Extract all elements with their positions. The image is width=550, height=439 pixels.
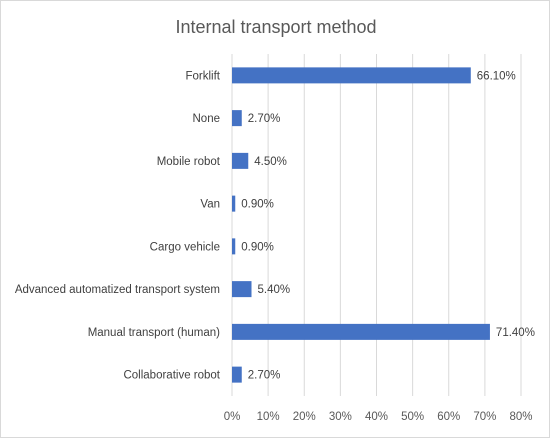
x-tick-label: 70% bbox=[473, 411, 496, 423]
data-label: 0.90% bbox=[241, 199, 274, 211]
data-label: 0.90% bbox=[241, 241, 274, 253]
bar bbox=[232, 323, 490, 340]
category-label: Collaborative robot bbox=[123, 370, 220, 382]
category-label: Van bbox=[200, 199, 220, 211]
bar bbox=[232, 110, 242, 127]
data-label: 66.10% bbox=[477, 70, 516, 82]
x-tick-label: 20% bbox=[293, 411, 316, 423]
bar bbox=[232, 195, 236, 212]
x-tick-label: 10% bbox=[257, 411, 280, 423]
category-label: Mobile robot bbox=[157, 156, 221, 168]
bar bbox=[232, 152, 249, 169]
x-tick-label: 80% bbox=[509, 411, 532, 423]
bar bbox=[232, 67, 471, 84]
chart-title: Internal transport method bbox=[175, 17, 376, 37]
x-tick-label: 60% bbox=[437, 411, 460, 423]
category-label: None bbox=[193, 113, 221, 125]
data-label: 2.70% bbox=[248, 113, 281, 125]
data-label: 4.50% bbox=[254, 156, 287, 168]
data-label: 2.70% bbox=[248, 370, 281, 382]
x-tick-label: 30% bbox=[329, 411, 352, 423]
data-label: 71.40% bbox=[496, 327, 535, 339]
bars bbox=[232, 67, 490, 383]
x-tick-label: 40% bbox=[365, 411, 388, 423]
bar bbox=[232, 281, 252, 298]
category-label: Advanced automatized transport system bbox=[15, 284, 220, 296]
data-labels: 66.10% 2.70% 4.50% 0.90% 0.90% 5.40% 71.40% 2.7… bbox=[241, 70, 535, 381]
x-tick-label: 50% bbox=[401, 411, 424, 423]
category-label: Forklift bbox=[186, 70, 221, 82]
bar bbox=[232, 366, 242, 383]
x-axis-ticks: 0% 10% 20% 30% 40% 50% 60% 70% 80% bbox=[224, 411, 533, 423]
x-tick-label: 0% bbox=[224, 411, 241, 423]
category-label: Manual transport (human) bbox=[88, 327, 220, 339]
category-labels: Forklift None Mobile robot Van Cargo vehicle… bbox=[15, 70, 221, 381]
data-label: 5.40% bbox=[258, 284, 291, 296]
bar bbox=[232, 238, 236, 255]
gridlines bbox=[231, 54, 522, 396]
category-label: Cargo vehicle bbox=[150, 241, 220, 253]
